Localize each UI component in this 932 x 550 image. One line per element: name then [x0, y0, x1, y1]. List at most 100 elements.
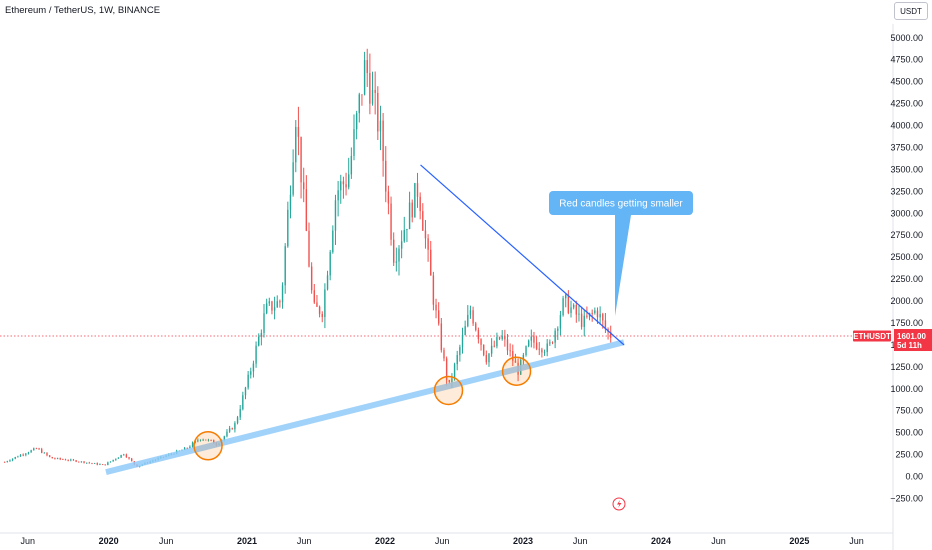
candle-body	[223, 436, 226, 440]
candle-body	[445, 358, 448, 380]
candle-body	[461, 334, 464, 348]
candle-body	[326, 275, 329, 290]
candle-body	[440, 323, 443, 351]
candle-body	[522, 355, 525, 360]
x-tick-label: Jun	[435, 536, 450, 546]
time-axis: Jun 2020 Jun 2021 Jun 2022 Jun 2023 Jun 2024 Jun 20…	[20, 536, 863, 546]
x-tick-label: Jun	[849, 536, 864, 546]
candle-body	[231, 428, 233, 430]
candle-body	[488, 353, 490, 363]
y-tick-label: 1750.00	[890, 318, 923, 328]
resistance-trendline	[420, 164, 625, 346]
candle-body	[38, 448, 40, 450]
candle-body	[498, 337, 501, 340]
candle-body	[557, 328, 559, 331]
candle-body	[279, 301, 281, 303]
x-tick-label: 2024	[651, 536, 671, 546]
candle-body	[242, 395, 244, 410]
candle-body	[120, 454, 122, 458]
candle-body	[27, 452, 30, 454]
candle-body	[567, 294, 570, 313]
candle-body	[183, 447, 186, 450]
candle-body	[295, 127, 297, 163]
candle-body	[59, 458, 61, 460]
candle-body	[400, 241, 403, 249]
candle-body	[580, 313, 583, 327]
chart-title: Ethereum / TetherUS, 1W, BINANCE	[5, 5, 161, 16]
candle-body	[236, 417, 239, 424]
candle-body	[64, 459, 67, 461]
candle-body	[361, 94, 363, 96]
candle-body	[385, 160, 387, 192]
candle-body	[297, 127, 300, 137]
x-tick-label: Jun	[297, 536, 312, 546]
currency-button-label: USDT	[900, 6, 922, 16]
candle-body	[289, 194, 292, 210]
support-channel	[105, 339, 625, 476]
candle-body	[263, 313, 265, 333]
candle-body	[392, 239, 395, 263]
price-tag-countdown: 5d 11h	[897, 341, 922, 350]
plot-area	[0, 48, 893, 468]
candle-body	[117, 457, 120, 459]
candle-body	[419, 196, 421, 212]
candle-body	[265, 303, 268, 314]
candle-body	[305, 189, 308, 231]
candle-body	[422, 211, 424, 231]
candle-body	[337, 190, 339, 201]
candle-body	[435, 304, 437, 311]
candle-body	[334, 200, 337, 231]
touch-point-circle	[193, 431, 223, 461]
callout-pointer	[615, 215, 631, 316]
candle-body	[19, 454, 22, 457]
y-tick-label: 500.00	[895, 428, 923, 438]
candle-body	[509, 350, 511, 352]
candle-body	[210, 439, 212, 441]
candle-body	[411, 202, 413, 218]
candle-body	[467, 314, 469, 327]
candle-body	[366, 60, 368, 73]
x-tick-label: Jun	[159, 536, 174, 546]
lightning-icon[interactable]	[612, 497, 626, 511]
y-tick-label: −250.00	[890, 493, 923, 503]
candle-body	[56, 458, 59, 459]
symbol-tag	[853, 330, 891, 342]
touch-point-circle	[501, 356, 532, 386]
y-tick-label: 4750.00	[890, 55, 923, 65]
candle-body	[477, 330, 480, 340]
candle-body	[292, 162, 294, 195]
candle-body	[416, 183, 419, 197]
candle-body	[22, 454, 24, 456]
candle-body	[583, 315, 585, 327]
candle-body	[85, 462, 88, 464]
currency-button[interactable]: USDT	[894, 2, 928, 20]
candle-body	[11, 458, 14, 461]
candle-body	[54, 458, 56, 460]
candle-body	[226, 431, 228, 437]
candle-body	[565, 294, 567, 299]
x-tick-label: 2023	[513, 536, 533, 546]
candle-body	[247, 374, 249, 388]
candle-body	[572, 304, 575, 308]
candle-body	[287, 209, 289, 247]
candle-body	[464, 326, 466, 335]
candle-body	[387, 191, 390, 204]
candle-body	[123, 454, 125, 456]
candle-body	[403, 230, 405, 242]
candle-body	[78, 461, 80, 463]
candle-body	[395, 261, 398, 263]
candle-body	[459, 347, 461, 356]
candle-body	[490, 345, 493, 354]
x-tick-label: 2025	[789, 536, 809, 546]
candle-body	[252, 363, 255, 372]
y-tick-label: 2750.00	[890, 230, 923, 240]
candle-body	[610, 331, 612, 338]
candle-body	[406, 229, 408, 231]
candle-body	[205, 439, 207, 441]
candle-body	[25, 453, 27, 455]
y-tick-label: 2250.00	[890, 274, 923, 284]
price-tag	[894, 329, 932, 352]
price-axis: 5000.00 4750.00 4500.00 4250.00 4000.00 3750.…	[890, 33, 923, 504]
candle-body	[104, 464, 106, 466]
